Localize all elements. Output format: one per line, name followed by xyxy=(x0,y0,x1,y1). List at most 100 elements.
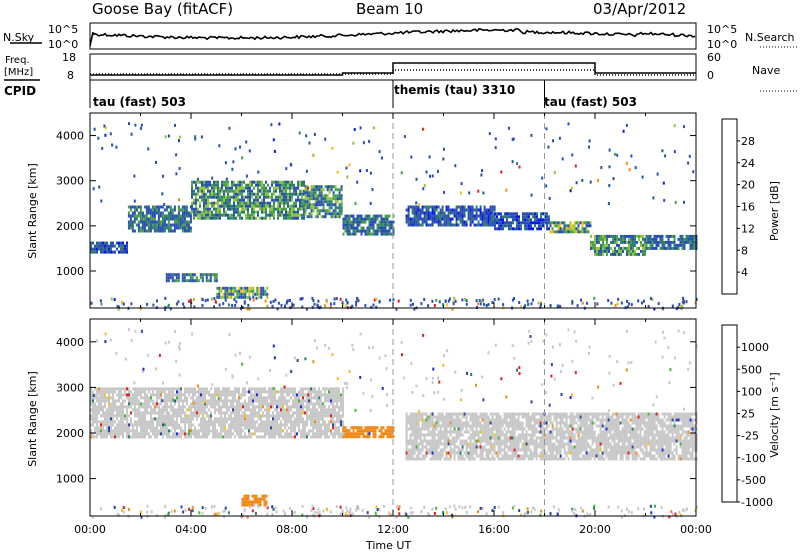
power-cell xyxy=(384,214,387,218)
power-cell xyxy=(366,214,369,218)
velocity-cell xyxy=(146,411,148,415)
velocity-cell xyxy=(439,430,442,434)
velocity-cell xyxy=(182,432,184,436)
power-cell xyxy=(310,209,313,213)
power-cell xyxy=(293,186,295,190)
velocity-cell xyxy=(138,390,140,394)
velocity-cell xyxy=(421,412,424,416)
power-cell xyxy=(388,229,391,233)
power-cell xyxy=(324,137,327,141)
power-cell xyxy=(506,215,508,219)
power-cell xyxy=(141,220,144,224)
velocity-cell xyxy=(290,435,292,439)
velocity-cell xyxy=(118,396,120,400)
velocity-cell xyxy=(453,427,456,431)
velocity-cell xyxy=(362,432,365,436)
velocity-cell xyxy=(354,432,357,436)
power-cell xyxy=(234,304,237,307)
velocity-cell xyxy=(276,402,278,406)
velocity-cell xyxy=(236,417,238,421)
velocity-cell xyxy=(298,399,300,403)
velocity-cell xyxy=(296,432,298,436)
power-cell xyxy=(251,210,253,214)
power-cell xyxy=(647,246,650,250)
power-cell xyxy=(106,250,108,254)
power-cell xyxy=(287,186,289,190)
power-cell xyxy=(161,205,164,209)
velocity-cell xyxy=(324,420,326,424)
velocity-cell xyxy=(160,411,162,415)
power-cell xyxy=(285,167,288,171)
velocity-cell xyxy=(100,429,102,433)
velocity-cell xyxy=(238,402,240,406)
velocity-cell xyxy=(242,411,244,415)
power-cell xyxy=(431,220,434,224)
velocity-cell xyxy=(437,421,440,425)
power-cell xyxy=(253,204,255,208)
velocity-cell xyxy=(320,426,322,430)
power-cell xyxy=(508,212,510,216)
power-cell xyxy=(407,205,410,209)
velocity-cell xyxy=(411,448,414,452)
power-cell xyxy=(266,295,269,299)
velocity-cell xyxy=(262,414,264,418)
power-cell xyxy=(233,216,235,220)
velocity-cell xyxy=(334,435,336,439)
power-cell xyxy=(181,208,184,212)
power-cell xyxy=(467,214,470,218)
power-cell xyxy=(159,214,162,218)
velocity-cell xyxy=(186,402,188,406)
velocity-cell xyxy=(152,387,154,391)
power-cell xyxy=(520,305,522,309)
power-cell xyxy=(175,273,178,277)
power-cell xyxy=(429,205,432,209)
power-cell xyxy=(510,227,512,231)
power-cell xyxy=(366,217,369,221)
power-cell xyxy=(106,241,108,245)
velocity-cell xyxy=(156,423,158,427)
power-cell xyxy=(540,224,542,228)
velocity-cell xyxy=(96,417,98,421)
velocity-cell xyxy=(208,393,210,397)
velocity-cell xyxy=(150,408,152,412)
power-cell xyxy=(241,183,243,187)
velocity-cell xyxy=(461,445,464,449)
velocity-cell xyxy=(152,417,154,421)
velocity-cell xyxy=(475,421,478,425)
power-cell xyxy=(167,211,170,215)
power-cell xyxy=(622,129,625,133)
power-cell xyxy=(483,205,486,209)
velocity-cell xyxy=(461,433,464,437)
power-cell xyxy=(289,204,291,208)
power-cell xyxy=(135,214,138,218)
power-cell xyxy=(502,221,504,225)
velocity-cell xyxy=(310,423,312,427)
velocity-cell xyxy=(170,405,172,409)
velocity-cell xyxy=(246,390,248,394)
velocity-cell xyxy=(356,426,359,430)
power-cell xyxy=(139,205,142,209)
velocity-cell xyxy=(192,423,194,427)
power-cell xyxy=(493,205,496,209)
velocity-cell xyxy=(260,402,262,406)
velocity-cell xyxy=(298,405,300,409)
power-cell xyxy=(600,166,603,169)
velocity-cell xyxy=(192,399,194,403)
power-cell xyxy=(175,214,178,218)
velocity-cell xyxy=(322,429,324,433)
velocity-cell xyxy=(445,451,448,455)
velocity-cell xyxy=(336,405,338,409)
velocity-cell xyxy=(441,421,444,425)
power-band xyxy=(216,286,269,299)
velocity-cell xyxy=(106,390,108,394)
velocity-cell xyxy=(342,420,344,424)
velocity-cell xyxy=(437,457,440,461)
power-cell xyxy=(225,213,227,217)
power-cell xyxy=(225,177,228,181)
power-cell xyxy=(380,214,383,218)
velocity-cell xyxy=(260,420,262,424)
power-cell xyxy=(677,237,680,241)
power-cell xyxy=(320,191,323,195)
power-cell xyxy=(645,246,648,250)
nave-label: Nave xyxy=(752,64,781,77)
